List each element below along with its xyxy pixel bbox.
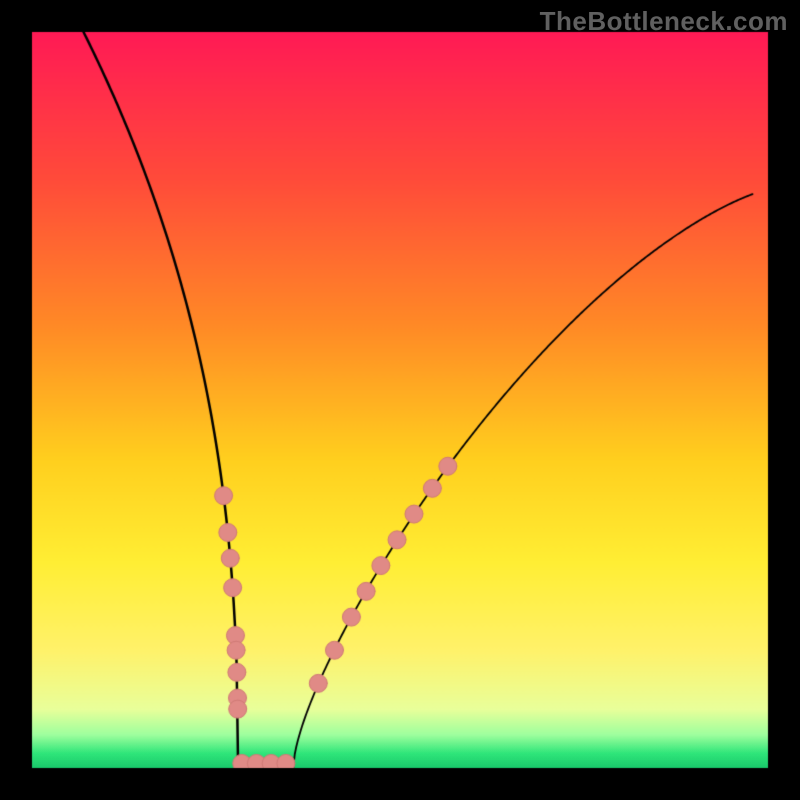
watermark-label: TheBottleneck.com [540,6,788,37]
bottleneck-curve-chart [0,0,800,800]
chart-container: TheBottleneck.com [0,0,800,800]
